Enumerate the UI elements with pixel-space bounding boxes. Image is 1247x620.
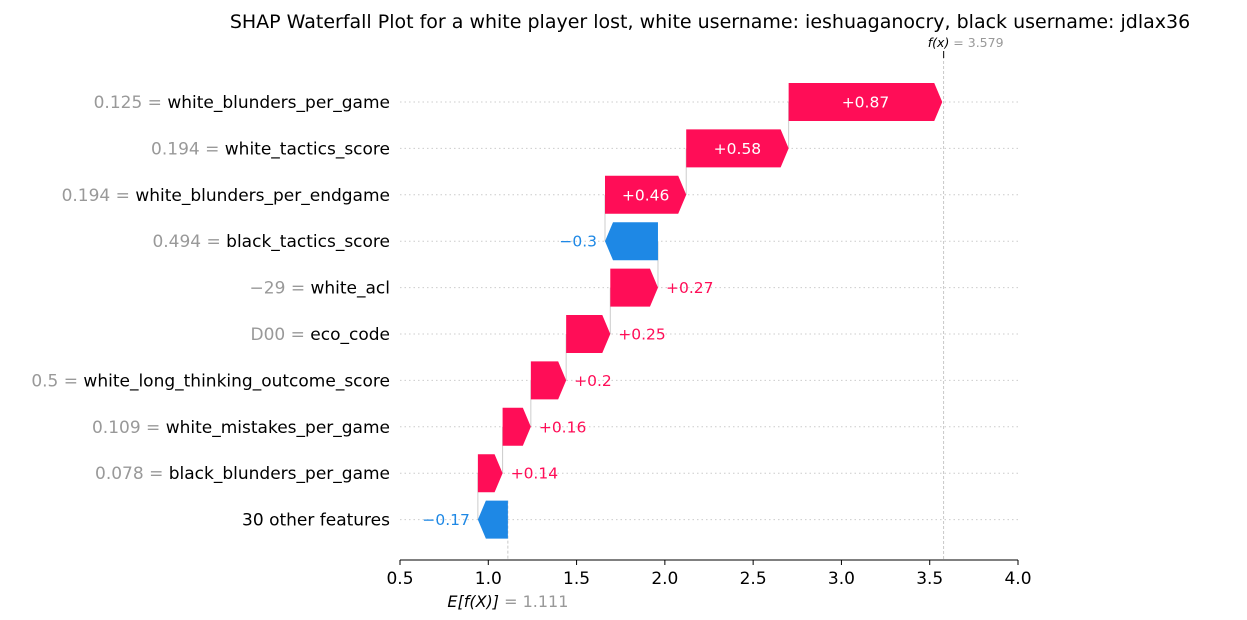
positive-bar bbox=[530, 361, 567, 400]
feature-label: 30 other features bbox=[242, 511, 390, 531]
feature-equals: = bbox=[144, 464, 169, 484]
output-value-annotation: f(x) = 3.579 bbox=[928, 35, 1004, 50]
bar-value-label: +0.87 bbox=[842, 94, 890, 112]
bar-value-label: +0.27 bbox=[666, 279, 714, 297]
positive-bar bbox=[502, 407, 531, 446]
feature-name: white_long_thinking_outcome_score bbox=[83, 371, 390, 391]
feature-label: 0.194 = white_tactics_score bbox=[151, 139, 390, 159]
feature-equals: = bbox=[285, 279, 310, 299]
base-value-annotation: E[f(X)] = 1.111 bbox=[447, 592, 568, 611]
output-value-name: f(x) bbox=[928, 35, 950, 50]
feature-value: 0.109 bbox=[92, 418, 141, 438]
feature-equals: = bbox=[142, 93, 167, 113]
feature-name: white_acl bbox=[310, 279, 390, 299]
feature-label: D00 = eco_code bbox=[250, 325, 390, 345]
positive-bar bbox=[566, 315, 611, 353]
bar-value-label: +0.58 bbox=[714, 140, 762, 158]
feature-equals: = bbox=[200, 139, 225, 159]
x-tick-label: 1.5 bbox=[563, 569, 590, 589]
feature-name: white_blunders_per_endgame bbox=[135, 186, 390, 206]
negative-bar bbox=[604, 222, 658, 261]
positive-bar bbox=[610, 268, 658, 307]
feature-value: 0.194 bbox=[62, 186, 111, 206]
bar-value-label: +0.25 bbox=[618, 326, 666, 344]
feature-name: eco_code bbox=[310, 325, 390, 345]
feature-value: 0.494 bbox=[152, 232, 201, 252]
feature-label: 0.109 = white_mistakes_per_game bbox=[92, 418, 390, 438]
feature-label: 0.5 = white_long_thinking_outcome_score bbox=[31, 371, 390, 391]
bar-value-label: −0.3 bbox=[559, 233, 597, 251]
feature-label: 0.494 = black_tactics_score bbox=[152, 232, 390, 252]
x-tick-label: 3.5 bbox=[916, 569, 943, 589]
feature-name: 30 other features bbox=[242, 511, 390, 531]
x-tick-label: 3.0 bbox=[828, 569, 855, 589]
x-tick-label: 4.0 bbox=[1004, 569, 1031, 589]
negative-bar bbox=[477, 500, 508, 539]
feature-equals: = bbox=[201, 232, 226, 252]
feature-label: 0.125 = white_blunders_per_game bbox=[94, 93, 390, 113]
feature-value: 0.194 bbox=[151, 139, 200, 159]
feature-name: white_tactics_score bbox=[225, 139, 390, 159]
feature-equals: = bbox=[141, 418, 166, 438]
feature-equals: = bbox=[58, 371, 83, 391]
output-value-number: = 3.579 bbox=[949, 35, 1003, 50]
bar-value-label: −0.17 bbox=[422, 511, 470, 529]
base-value-name: E[f(X)] bbox=[447, 592, 499, 611]
positive-bar bbox=[604, 175, 687, 214]
feature-name: black_blunders_per_game bbox=[169, 464, 390, 484]
bar-value-label: +0.46 bbox=[622, 186, 670, 204]
bar-value-label: +0.2 bbox=[574, 372, 612, 390]
feature-label: −29 = white_acl bbox=[250, 279, 390, 299]
feature-equals: = bbox=[285, 325, 310, 345]
bar-value-label: +0.14 bbox=[511, 465, 559, 483]
feature-label: 0.194 = white_blunders_per_endgame bbox=[62, 186, 390, 206]
feature-value: 0.5 bbox=[31, 371, 58, 391]
x-tick-label: 2.0 bbox=[651, 569, 678, 589]
feature-value: 0.078 bbox=[95, 464, 144, 484]
positive-bar bbox=[477, 454, 503, 493]
x-tick-label: 0.5 bbox=[386, 569, 413, 589]
positive-bar bbox=[788, 83, 943, 121]
x-tick-label: 1.0 bbox=[475, 569, 502, 589]
x-tick-label: 2.5 bbox=[740, 569, 767, 589]
feature-name: white_blunders_per_game bbox=[167, 93, 390, 113]
feature-name: white_mistakes_per_game bbox=[166, 418, 390, 438]
feature-equals: = bbox=[110, 186, 135, 206]
base-value-number: = 1.111 bbox=[499, 592, 568, 611]
feature-value: −29 bbox=[250, 279, 286, 299]
chart-title: SHAP Waterfall Plot for a white player l… bbox=[230, 11, 1190, 33]
bar-value-label: +0.16 bbox=[539, 418, 587, 436]
feature-value: 0.125 bbox=[94, 93, 143, 113]
feature-value: D00 bbox=[250, 325, 285, 345]
feature-label: 0.078 = black_blunders_per_game bbox=[95, 464, 390, 484]
positive-bar bbox=[686, 129, 789, 168]
feature-name: black_tactics_score bbox=[226, 232, 390, 252]
